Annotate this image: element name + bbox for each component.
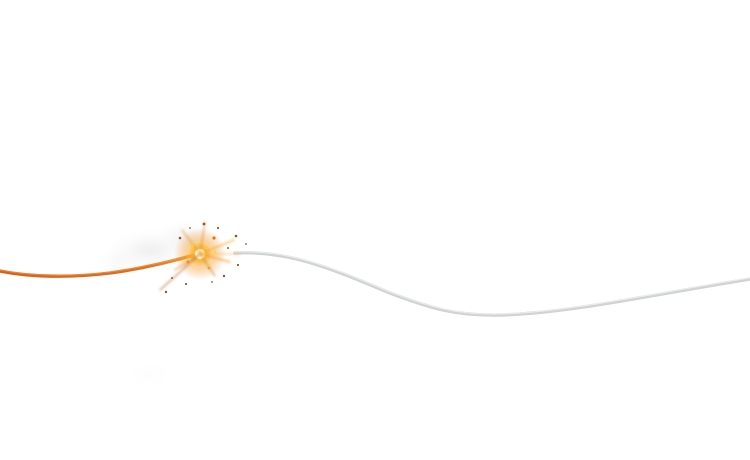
fuse-unburnt [233,251,750,317]
fuse-burnt [0,252,200,278]
spark-debris [164,222,247,294]
